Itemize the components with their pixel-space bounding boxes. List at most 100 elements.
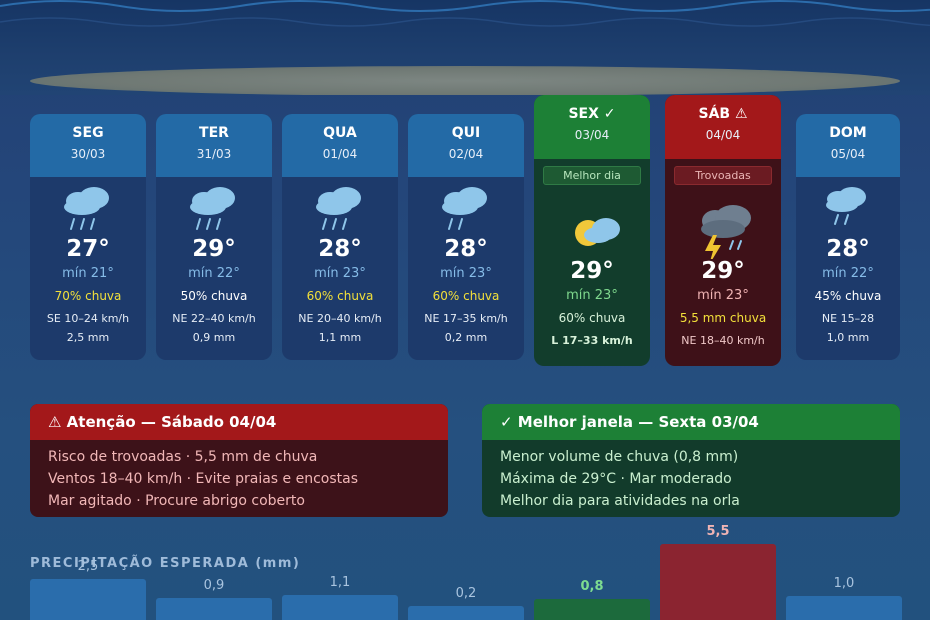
- storm-badge: Trovoadas: [674, 166, 772, 185]
- day-name: QUI: [451, 125, 481, 141]
- wind-info: SE 10–24 km/h: [46, 312, 130, 325]
- max-temp: 29°: [192, 236, 236, 262]
- rain-volume: 5,5 mm chuva: [679, 311, 767, 325]
- max-temp: 28°: [444, 236, 488, 262]
- day-name: SEX ✓: [568, 106, 616, 122]
- header-banner: [0, 0, 930, 95]
- rain-chance: 60% chuva: [558, 311, 626, 325]
- min-temp: mín 22°: [188, 266, 240, 281]
- sandbar: [30, 66, 900, 95]
- day-name: SÁB ⚠: [698, 106, 748, 122]
- rain-cloud-icon: [156, 177, 272, 237]
- day-date: 03/04: [574, 128, 610, 142]
- rain-chance: 50% chuva: [180, 289, 248, 303]
- day-card-sex-best[interactable]: SEX ✓ 03/04 Melhor dia 29° mín 23° 60% c…: [534, 95, 650, 366]
- best-window-line: Melhor dia para atividades na orla: [500, 493, 740, 509]
- day-date: 05/04: [830, 147, 866, 161]
- day-card-header: SEG 30/03: [30, 114, 146, 177]
- day-card-header: SEX ✓ 03/04: [534, 95, 650, 159]
- precip-bar-label: 1,1: [329, 575, 351, 591]
- rain-cloud-icon: [408, 177, 524, 237]
- day-card-qui[interactable]: QUI 02/04 28° mín 23° 60% chuva NE 17–35…: [408, 114, 524, 360]
- best-window-panel: ✓ Melhor janela — Sexta 03/04 Menor volu…: [482, 404, 900, 517]
- min-temp: mín 23°: [440, 266, 492, 281]
- max-temp: 28°: [318, 236, 362, 262]
- rain-mm: 1,1 mm: [318, 331, 362, 344]
- wind-info: NE 20–40 km/h: [298, 312, 382, 325]
- day-card-sab-warning[interactable]: SÁB ⚠ 04/04 Trovoadas 29° mín 23° 5,5 mm…: [665, 95, 781, 366]
- precip-bar: [282, 595, 398, 620]
- max-temp: 29°: [570, 258, 614, 284]
- max-temp: 29°: [701, 258, 745, 284]
- min-temp: mín 23°: [314, 266, 366, 281]
- day-date: 31/03: [196, 147, 232, 161]
- day-name: DOM: [829, 125, 867, 141]
- wind-info: NE 22–40 km/h: [172, 312, 256, 325]
- rain-chance: 45% chuva: [814, 289, 882, 303]
- day-date: 02/04: [448, 147, 484, 161]
- precip-bar: [660, 544, 776, 620]
- wind-info: NE 15–28: [821, 312, 875, 325]
- min-temp: mín 23°: [566, 288, 618, 303]
- rain-mm: 1,0 mm: [826, 331, 870, 344]
- day-card-header: QUA 01/04: [282, 114, 398, 177]
- precip-bar: [786, 596, 902, 620]
- day-card-dom[interactable]: DOM 05/04 28° mín 22° 45% chuva NE 15–28…: [796, 114, 900, 360]
- wind-info: L 17–33 km/h: [551, 334, 633, 347]
- rain-cloud-icon: [796, 177, 900, 237]
- alert-line: Mar agitado · Procure abrigo coberto: [48, 493, 305, 509]
- rain-chance: 70% chuva: [54, 289, 122, 303]
- precip-bar-label: 1,0: [833, 576, 855, 592]
- wind-info: NE 17–35 km/h: [424, 312, 508, 325]
- alert-body: Risco de trovoadas · 5,5 mm de chuva Ven…: [30, 440, 448, 512]
- precip-bar-label: 0,8: [580, 578, 604, 594]
- day-name: SEG: [72, 125, 104, 141]
- precip-bar-label: 5,5: [706, 524, 730, 540]
- precip-bar-label: 2,5: [77, 559, 99, 574]
- day-card-header: SÁB ⚠ 04/04: [665, 95, 781, 159]
- wave-decoration: [0, 0, 930, 27]
- day-date: 01/04: [322, 147, 358, 161]
- rain-chance: 60% chuva: [432, 289, 500, 303]
- day-card-ter[interactable]: TER 31/03 29° mín 22° 50% chuva NE 22–40…: [156, 114, 272, 360]
- day-card-header: DOM 05/04: [796, 114, 900, 177]
- precip-bar: [408, 605, 524, 620]
- partly-cloudy-sun-icon: [534, 185, 650, 259]
- max-temp: 27°: [66, 236, 110, 262]
- thunderstorm-icon: [665, 185, 781, 265]
- max-temp: 28°: [826, 236, 870, 262]
- day-name: QUA: [323, 125, 357, 141]
- rain-chance: 60% chuva: [306, 289, 374, 303]
- alert-title: ⚠ Atenção — Sábado 04/04: [30, 404, 448, 440]
- day-date: 30/03: [70, 147, 106, 161]
- day-card-seg[interactable]: SEG 30/03 27° mín 21° 70% chuva SE 10–24…: [30, 114, 146, 360]
- best-window-body: Menor volume de chuva (0,8 mm) Máxima de…: [482, 440, 900, 512]
- day-card-qua[interactable]: QUA 01/04 28° mín 23° 60% chuva NE 20–40…: [282, 114, 398, 360]
- alert-line: Risco de trovoadas · 5,5 mm de chuva: [48, 449, 318, 465]
- best-window-line: Máxima de 29°C · Mar moderado: [500, 471, 732, 487]
- rain-mm: 2,5 mm: [66, 331, 110, 344]
- saturday-alert-panel: ⚠ Atenção — Sábado 04/04 Risco de trovoa…: [30, 404, 448, 517]
- best-day-badge: Melhor dia: [543, 166, 641, 185]
- precip-bar: [534, 598, 650, 620]
- rain-cloud-icon: [30, 177, 146, 237]
- precip-chart-title: PRECIPITAÇÃO ESPERADA (mm): [30, 556, 301, 571]
- alert-line: Ventos 18–40 km/h · Evite praias e encos…: [48, 471, 359, 487]
- precip-bar-label: 0,2: [455, 585, 477, 601]
- rain-mm: 0,2 mm: [444, 331, 488, 344]
- precip-bar: [156, 597, 272, 620]
- day-card-header: TER 31/03: [156, 114, 272, 177]
- precip-bar-label: 0,9: [203, 577, 225, 593]
- min-temp: mín 23°: [697, 288, 749, 303]
- day-card-header: QUI 02/04: [408, 114, 524, 177]
- best-window-line: Menor volume de chuva (0,8 mm): [500, 449, 739, 465]
- wind-info: NE 18–40 km/h: [681, 334, 765, 347]
- best-window-title: ✓ Melhor janela — Sexta 03/04: [482, 404, 900, 440]
- rain-cloud-icon: [282, 177, 398, 237]
- rain-mm: 0,9 mm: [192, 331, 236, 344]
- precip-bar: [30, 579, 146, 620]
- min-temp: mín 22°: [822, 266, 874, 281]
- day-date: 04/04: [705, 128, 741, 142]
- min-temp: mín 21°: [62, 266, 114, 281]
- day-name: TER: [199, 125, 229, 141]
